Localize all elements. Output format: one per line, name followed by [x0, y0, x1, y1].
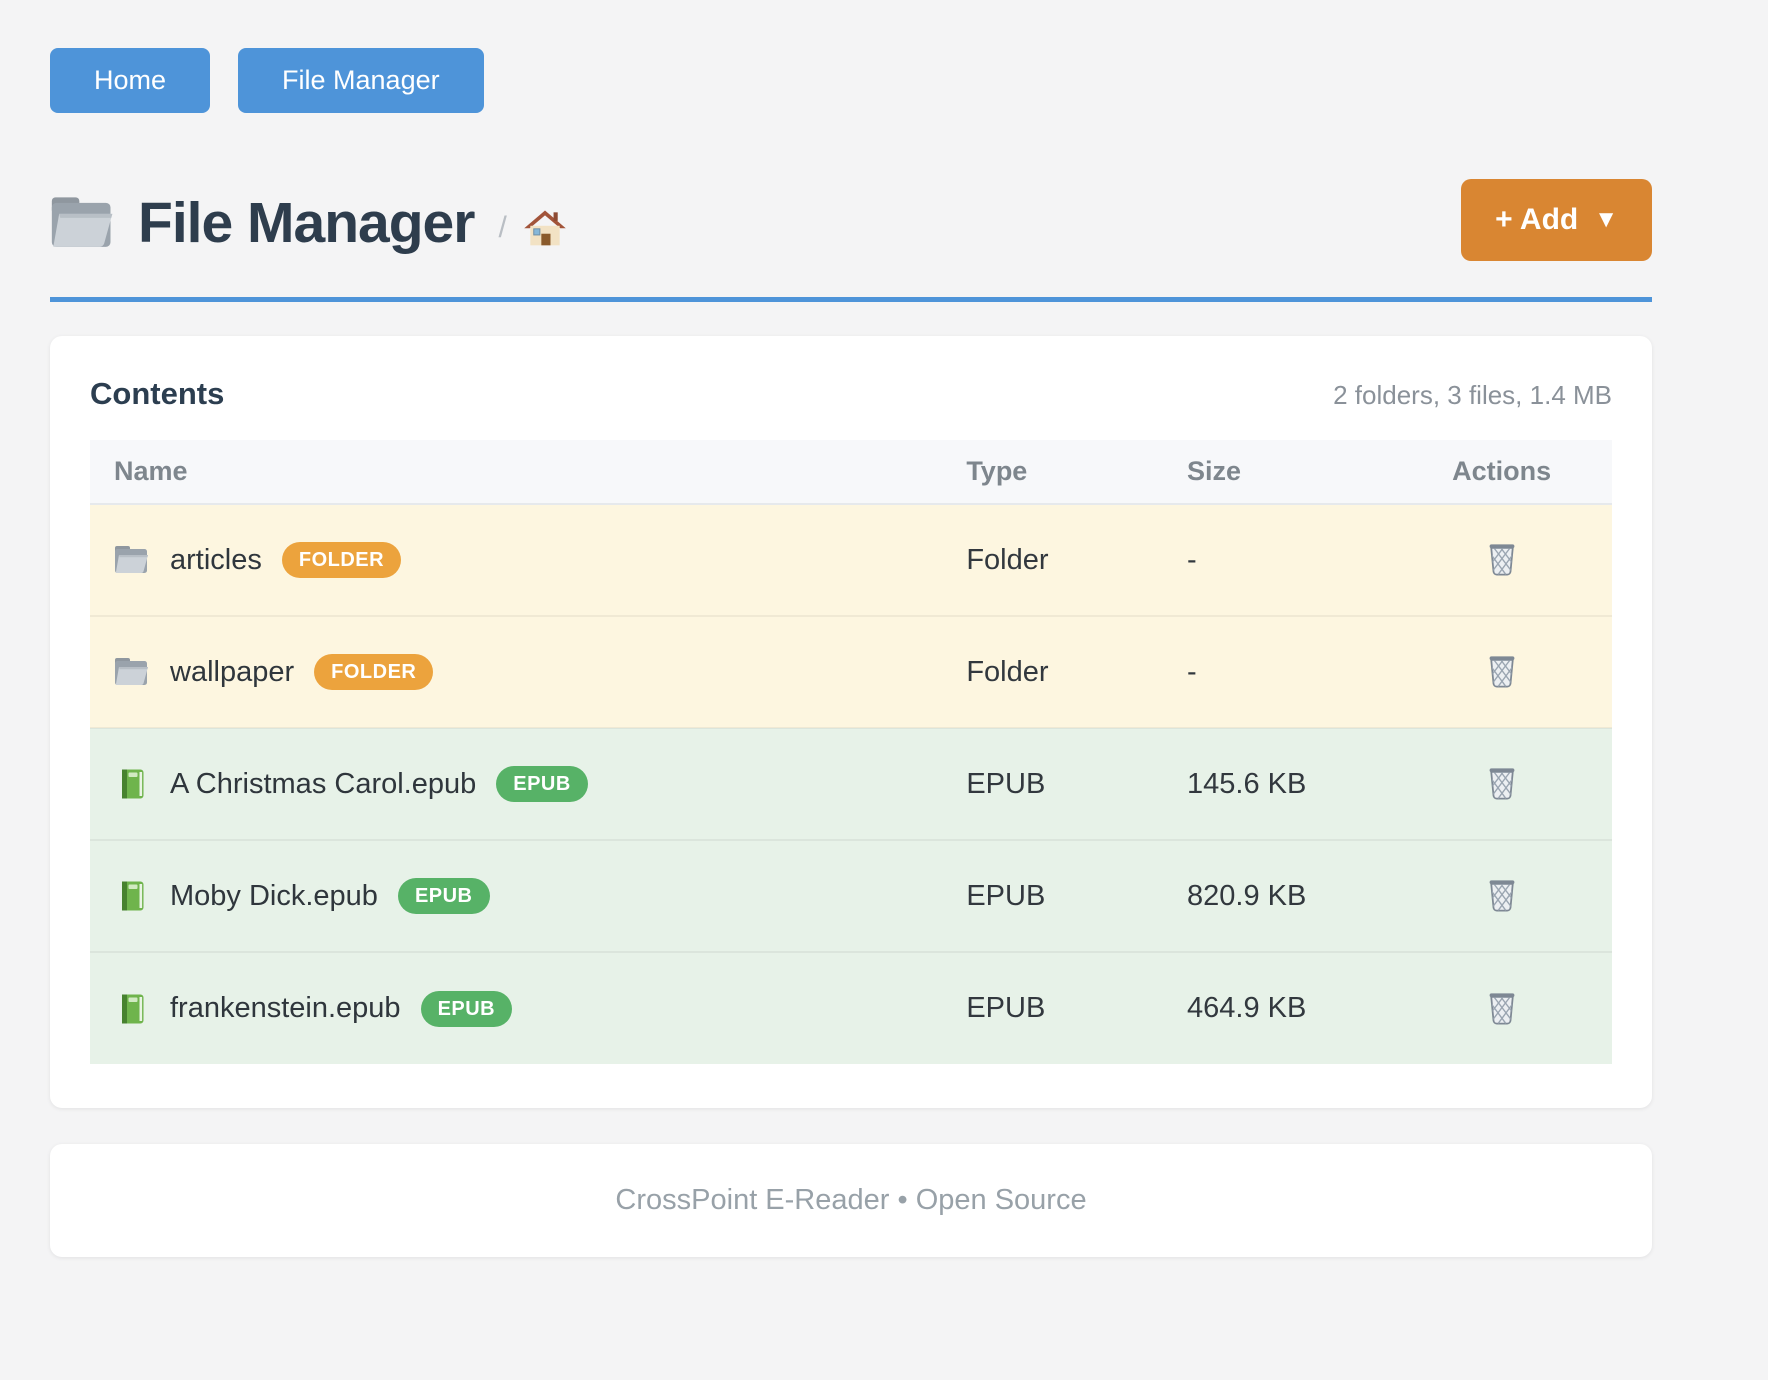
epub-badge: EPUB [496, 766, 588, 802]
file-name-link[interactable]: A Christmas Carol.epub [170, 767, 477, 800]
trash-icon [1485, 875, 1519, 913]
trash-icon [1485, 539, 1519, 577]
breadcrumb-separator: / [498, 211, 507, 244]
size-cell: 464.9 KB [1163, 951, 1392, 1064]
table-row: Moby Dick.epub EPUB EPUB 820.9 KB [90, 839, 1612, 952]
type-cell: EPUB [942, 951, 1163, 1064]
table-row: A Christmas Carol.epub EPUB EPUB 145.6 K… [90, 727, 1612, 840]
trash-icon [1485, 988, 1519, 1026]
epub-badge: EPUB [420, 990, 513, 1027]
column-header-size: Size [1163, 440, 1392, 505]
type-cell: EPUB [942, 839, 1163, 952]
files-table-header: Name Type Size Actions [90, 440, 1612, 505]
folder-icon [115, 546, 148, 573]
type-cell: Folder [942, 615, 1163, 728]
home-breadcrumb-icon[interactable] [523, 207, 567, 247]
trash-icon [1485, 763, 1519, 801]
type-cell: EPUB [942, 727, 1163, 840]
chevron-down-icon: ▼ [1594, 206, 1618, 233]
epub-badge: EPUB [397, 878, 490, 914]
contents-heading: Contents [90, 376, 225, 411]
book-icon [122, 881, 144, 911]
column-header-type: Type [942, 440, 1163, 505]
table-row: frankenstein.epub EPUB EPUB 464.9 KB [90, 951, 1612, 1064]
delete-button[interactable] [1481, 984, 1523, 1030]
folder-icon [51, 197, 113, 247]
contents-card: Contents 2 folders, 3 files, 1.4 MB Name… [50, 336, 1652, 1108]
folder-name-link[interactable]: wallpaper [170, 655, 295, 688]
folder-badge: FOLDER [281, 542, 402, 578]
top-nav: Home File Manager [50, 48, 1652, 113]
file-name-link[interactable]: Moby Dick.epub [170, 879, 378, 912]
file-name-link[interactable]: frankenstein.epub [170, 992, 401, 1024]
home-button[interactable]: Home [50, 48, 211, 113]
size-cell: - [1163, 615, 1392, 728]
column-header-name: Name [90, 440, 943, 505]
file-manager-button[interactable]: File Manager [238, 48, 484, 113]
contents-summary: 2 folders, 3 files, 1.4 MB [1333, 380, 1612, 410]
contents-card-header: Contents 2 folders, 3 files, 1.4 MB [90, 376, 1612, 412]
size-cell: 820.9 KB [1163, 839, 1392, 952]
trash-icon [1485, 651, 1519, 689]
delete-button[interactable] [1481, 871, 1523, 917]
size-cell: - [1187, 543, 1197, 576]
delete-button[interactable] [1481, 535, 1523, 581]
size-cell: 145.6 KB [1163, 727, 1392, 840]
header-divider [50, 297, 1652, 302]
delete-button[interactable] [1481, 759, 1523, 805]
files-table: Name Type Size Actions articles FOLDER [90, 440, 1612, 1064]
type-cell: Folder [966, 543, 1049, 576]
page-container: Home File Manager File Manager / + Add ▼… [50, 0, 1652, 1257]
footer-text: CrossPoint E-Reader • Open Source [615, 1184, 1087, 1216]
page-title: File Manager [138, 190, 475, 255]
table-row: wallpaper FOLDER Folder - [90, 615, 1612, 728]
folder-badge: FOLDER [314, 654, 434, 690]
add-button-label: + Add [1495, 203, 1579, 236]
column-header-actions: Actions [1391, 440, 1612, 505]
delete-button[interactable] [1481, 647, 1523, 693]
folder-icon [115, 658, 148, 685]
book-icon [122, 994, 144, 1023]
footer: CrossPoint E-Reader • Open Source [50, 1144, 1652, 1257]
folder-name-link[interactable]: articles [170, 543, 262, 576]
book-icon [122, 769, 144, 799]
table-row: articles FOLDER Folder - [90, 504, 1612, 616]
page-header: File Manager / + Add ▼ [50, 179, 1652, 261]
add-button[interactable]: + Add ▼ [1461, 179, 1652, 261]
